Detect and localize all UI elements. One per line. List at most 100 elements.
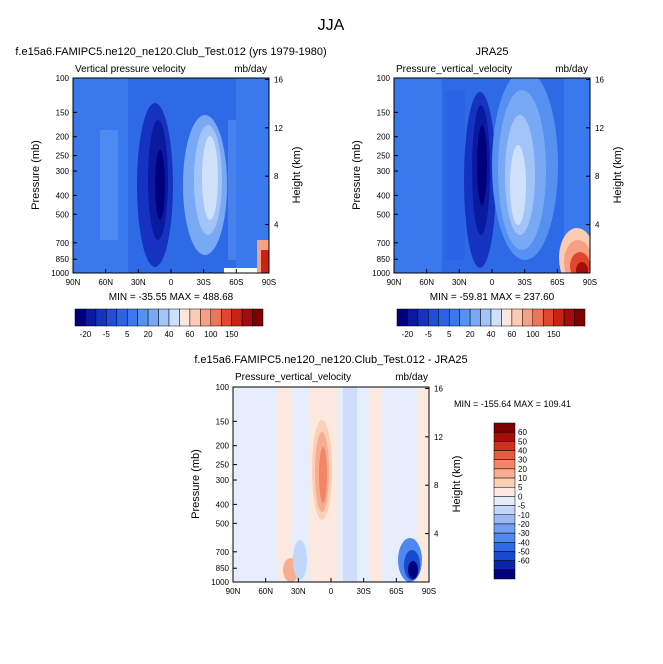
y-tick-label: 300 [216, 476, 230, 485]
min-max-label: MIN = -59.81 MAX = 237.60 [430, 292, 555, 303]
units-label: mb/day [234, 64, 267, 75]
y-tick-label: 500 [216, 519, 230, 528]
colorbar-label: 0 [518, 492, 523, 501]
colorbar-box [493, 505, 516, 516]
y-tick-label: 250 [377, 152, 391, 161]
y-right-tick-label: 8 [434, 481, 439, 490]
colorbar-box [493, 523, 516, 534]
colorbar-box [493, 486, 516, 497]
panel-title: f.e15a6.FAMIPC5.ne120_ne120.Club_Test.01… [15, 46, 326, 58]
y-right-tick-label: 12 [595, 124, 604, 133]
y-right-tick-label: 16 [434, 384, 443, 393]
y-tick-label: 500 [56, 210, 70, 219]
colorbar-box [563, 308, 575, 327]
colorbar-label: -20 [80, 330, 92, 339]
y-tick-label: 100 [216, 383, 230, 392]
y-tick-label: 1000 [372, 269, 390, 278]
colorbar-box [448, 308, 460, 327]
y-tick-label: 400 [377, 191, 391, 200]
colorbar-label: 100 [204, 330, 218, 339]
colorbar-label: 10 [518, 474, 527, 483]
colorbar-box [396, 308, 408, 327]
colorbar-box [493, 459, 516, 470]
colorbar-box [417, 308, 429, 327]
heatmap-field [233, 387, 429, 582]
colorbar-box [574, 308, 586, 327]
colorbar-box [220, 308, 232, 327]
y-tick-label: 150 [377, 108, 391, 117]
colorbar-box [147, 308, 159, 327]
panel-title: f.e15a6.FAMIPC5.ne120_ne120.Club_Test.01… [194, 354, 467, 366]
y-tick-label: 300 [377, 167, 391, 176]
colorbar-label: 40 [518, 447, 527, 456]
colorbar-box [200, 308, 212, 327]
colorbar-label: 150 [225, 330, 239, 339]
y-tick-label: 250 [216, 461, 230, 470]
y-tick-label: 850 [56, 255, 70, 264]
left-label: Vertical pressure velocity [75, 64, 186, 75]
x-tick-label: 30N [452, 278, 467, 287]
colorbar-label: 50 [518, 437, 527, 446]
colorbar-box [522, 308, 534, 327]
y-tick-label: 150 [56, 108, 70, 117]
colorbar-box [126, 308, 138, 327]
colorbar-box [542, 308, 554, 327]
x-tick-label: 90S [583, 278, 597, 287]
colorbar-box [493, 569, 516, 580]
colorbar-box [407, 308, 419, 327]
colorbar-label: -5 [518, 502, 526, 511]
colorbar-box [85, 308, 97, 327]
axes: 90N 60N 30N 0 30S 60S 90S 100 150 200 250 300 400 500… [51, 74, 283, 287]
left-label: Pressure_vertical_velocity [396, 64, 512, 75]
colorbar-label: -30 [518, 529, 530, 538]
colorbar-label: -50 [518, 547, 530, 556]
colorbar-box [511, 308, 523, 327]
colorbar-box [106, 308, 118, 327]
units-label: mb/day [555, 64, 588, 75]
y-tick-label: 300 [56, 167, 70, 176]
colorbar-label: 100 [526, 330, 540, 339]
x-tick-label: 0 [329, 587, 334, 596]
colorbar-label: -20 [518, 520, 530, 529]
colorbar-label: 5 [518, 483, 523, 492]
panel-difference: f.e15a6.FAMIPC5.ne120_ne120.Club_Test.01… [190, 354, 571, 596]
colorbar-label: 20 [518, 465, 527, 474]
x-tick-label: 30S [197, 278, 211, 287]
colorbar: -20 -5 5 20 40 60 100 150 [396, 308, 586, 339]
units-label: mb/day [395, 372, 428, 383]
colorbar: -20 -5 5 20 40 60 100 150 [74, 308, 264, 339]
colorbar-label: 20 [466, 330, 475, 339]
y-tick-label: 400 [216, 500, 230, 509]
colorbar-label: 40 [165, 330, 174, 339]
colorbar-label: -40 [518, 538, 530, 547]
colorbar-label: 60 [518, 428, 527, 437]
colorbar-box [95, 308, 107, 327]
y-axis-label: Pressure (mb) [351, 140, 363, 210]
panel-title: JRA25 [475, 46, 508, 58]
colorbar-box [532, 308, 544, 327]
y-right-tick-label: 8 [274, 172, 279, 181]
x-tick-label: 60S [550, 278, 564, 287]
colorbar-label: 5 [125, 330, 130, 339]
colorbar-box [553, 308, 565, 327]
x-tick-label: 90N [387, 278, 402, 287]
colorbar-label: -10 [518, 511, 530, 520]
y-tick-label: 100 [56, 74, 70, 83]
y-tick-label: 850 [377, 255, 391, 264]
colorbar-label: -5 [425, 330, 433, 339]
y-right-tick-label: 16 [274, 75, 283, 84]
colorbar-box [252, 308, 264, 327]
y-tick-label: 1000 [211, 578, 229, 587]
axes: 90N 60N 30N 0 30S 60S 90S 100 150 200 250 300 400 500… [211, 383, 443, 596]
colorbar-box [501, 308, 513, 327]
x-tick-label: 90N [66, 278, 81, 287]
colorbar-box [480, 308, 492, 327]
min-max-label: MIN = -155.64 MAX = 109.41 [454, 399, 571, 409]
y-tick-label: 150 [216, 417, 230, 426]
x-tick-label: 0 [169, 278, 174, 287]
colorbar-label: 30 [518, 456, 527, 465]
colorbar-box [116, 308, 128, 327]
min-max-label: MIN = -35.55 MAX = 488.68 [109, 292, 234, 303]
y-tick-label: 250 [56, 152, 70, 161]
colorbar-box [493, 477, 516, 488]
